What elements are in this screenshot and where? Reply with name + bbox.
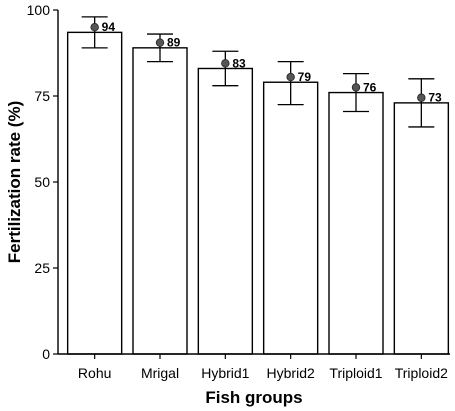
data-point <box>90 23 99 32</box>
y-axis-title: Fertilization rate (%) <box>5 101 24 263</box>
bar-mrigal <box>132 47 188 355</box>
x-tick-label: Triploid2 <box>395 365 448 381</box>
x-axis-title: Fish groups <box>205 388 302 407</box>
data-labels-group: 94 89 83 79 76 73 <box>102 20 442 105</box>
x-tick-label: Mrigal <box>141 365 179 381</box>
data-point <box>417 93 426 102</box>
data-label: 94 <box>102 20 116 34</box>
x-tick-label: Hybrid1 <box>201 365 249 381</box>
x-tick-label: Triploid1 <box>329 365 382 381</box>
data-label: 76 <box>363 80 377 94</box>
y-tick-label: 25 <box>34 260 50 276</box>
data-label: 83 <box>232 56 246 70</box>
y-tick-label: 100 <box>27 2 51 18</box>
bar-hybrid2 <box>262 81 319 355</box>
bars-group <box>66 31 450 355</box>
data-label: 73 <box>428 91 442 105</box>
bar-rohu <box>66 31 123 355</box>
error-bars-group <box>81 16 435 128</box>
bar-hybrid1 <box>197 67 254 355</box>
data-point <box>155 38 165 47</box>
data-label: 89 <box>167 36 181 50</box>
bar-triploid2 <box>393 102 450 355</box>
data-point <box>221 59 230 68</box>
data-point <box>351 83 361 92</box>
x-tick-label: Rohu <box>78 365 111 381</box>
x-tick-label: Hybrid2 <box>267 365 315 381</box>
y-axis-ticks: 0 25 50 75 100 <box>27 2 58 362</box>
category-labels-group: Rohu Mrigal Hybrid1 Hybrid2 Triploid1 Triploi… <box>78 354 448 381</box>
y-tick-label: 0 <box>42 346 50 362</box>
data-points-group <box>90 23 426 102</box>
y-tick-label: 50 <box>34 174 50 190</box>
data-point <box>286 72 295 82</box>
y-tick-label: 75 <box>34 88 50 104</box>
data-label: 79 <box>298 70 312 84</box>
bar-triploid1 <box>328 91 384 355</box>
